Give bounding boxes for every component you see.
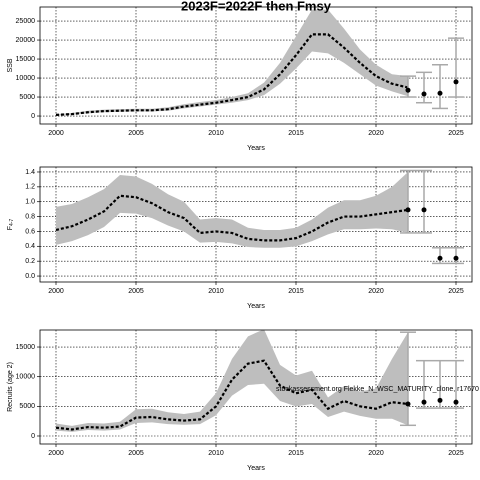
x-tick-label: 2005: [128, 450, 144, 457]
y-axis-label-main: SSB: [7, 58, 14, 72]
y-tick-label: 5000: [19, 94, 35, 101]
forecast-point: [405, 401, 411, 407]
x-tick-label: 2000: [48, 130, 64, 137]
confidence-band: [56, 171, 408, 248]
y-tick-label: 0.4: [25, 243, 35, 250]
plot-area: [55, 9, 409, 116]
x-tick-label: 2010: [208, 130, 224, 137]
x-tick-label: 2010: [208, 450, 224, 457]
panel: 2000 2005 2010 2015 2020 2025 0.0 0.2 0.4 0.6 0.8 1…: [7, 166, 473, 310]
x-axis-label: Years: [247, 145, 265, 152]
x-tick-label: 2015: [288, 288, 304, 295]
y-tick-label: 15000: [16, 56, 36, 63]
y-tick-label: 10000: [16, 374, 36, 381]
estimate-line: [55, 33, 409, 116]
plot-area: [55, 330, 409, 432]
x-tick-label: 2010: [208, 288, 224, 295]
y-axis-label: F4-7: [7, 219, 15, 231]
x-tick-label: 2020: [368, 130, 384, 137]
x-axis-label: Years: [247, 465, 265, 472]
plot-frame: [39, 6, 473, 125]
x-tick-label: 2000: [48, 288, 64, 295]
forecast-point: [421, 399, 427, 405]
y-tick-label: 5000: [19, 403, 35, 410]
x-tick-label: 2015: [288, 450, 304, 457]
y-tick-label: 1.2: [25, 184, 35, 191]
y-tick-label: 15000: [16, 344, 36, 351]
y-tick-label: 0.8: [25, 213, 35, 220]
y-tick-label: 25000: [16, 18, 36, 25]
y-tick-label: 0.0: [25, 273, 35, 280]
forecast-point: [437, 397, 443, 403]
chart-title: 2023F=2022F then Fmsy: [181, 0, 332, 13]
y-tick-label: 20000: [16, 37, 36, 44]
forecast-point: [453, 79, 459, 85]
x-tick-label: 2025: [448, 450, 464, 457]
forecast-point: [437, 255, 443, 261]
x-tick-label: 2020: [368, 450, 384, 457]
annotation: stockassessment.org Flekke_N_WSC_MATURIT…: [276, 386, 480, 393]
y-tick-label: 1.4: [25, 169, 35, 176]
x-tick-label: 2020: [368, 288, 384, 295]
y-tick-label: 0: [31, 113, 35, 120]
x-tick-label: 2025: [448, 130, 464, 137]
x-tick-label: 2025: [448, 288, 464, 295]
y-axis-label: Recruits (age 2): [7, 362, 14, 412]
forecast-point: [453, 255, 459, 261]
confidence-band: [56, 9, 408, 116]
x-tick-label: 2015: [288, 130, 304, 137]
y-tick-label: 0.6: [25, 228, 35, 235]
forecast-point: [437, 90, 443, 96]
forecast-point: [421, 207, 427, 213]
y-axis-label: SSB: [7, 58, 14, 72]
panel: 2000 2005 2010 2015 2020 2025 0 5000 10000 15000 2…: [7, 0, 473, 152]
x-tick-label: 2005: [128, 130, 144, 137]
forecast-point: [453, 399, 459, 405]
plot-area: [55, 171, 409, 248]
estimate-line: [55, 194, 409, 242]
x-axis-label: Years: [247, 303, 265, 310]
y-axis-label-sub: 4-7: [9, 219, 15, 226]
forecast-point: [421, 91, 427, 97]
forecast-point: [405, 207, 411, 213]
y-tick-label: 0.2: [25, 258, 35, 265]
forecast-point: [405, 87, 411, 93]
x-tick-label: 2000: [48, 450, 64, 457]
y-tick-label: 10000: [16, 75, 36, 82]
y-tick-label: 1.0: [25, 199, 35, 206]
y-tick-label: 0: [31, 433, 35, 440]
y-axis-label-main: F: [7, 226, 14, 230]
plot-frame: [39, 329, 473, 445]
panel: 2000 2005 2010 2015 2020 2025 0 5000 10000 15000 Y…: [7, 329, 480, 472]
plot-frame: [39, 166, 473, 283]
y-axis-label-main: Recruits (age 2): [7, 362, 14, 412]
x-tick-label: 2005: [128, 288, 144, 295]
